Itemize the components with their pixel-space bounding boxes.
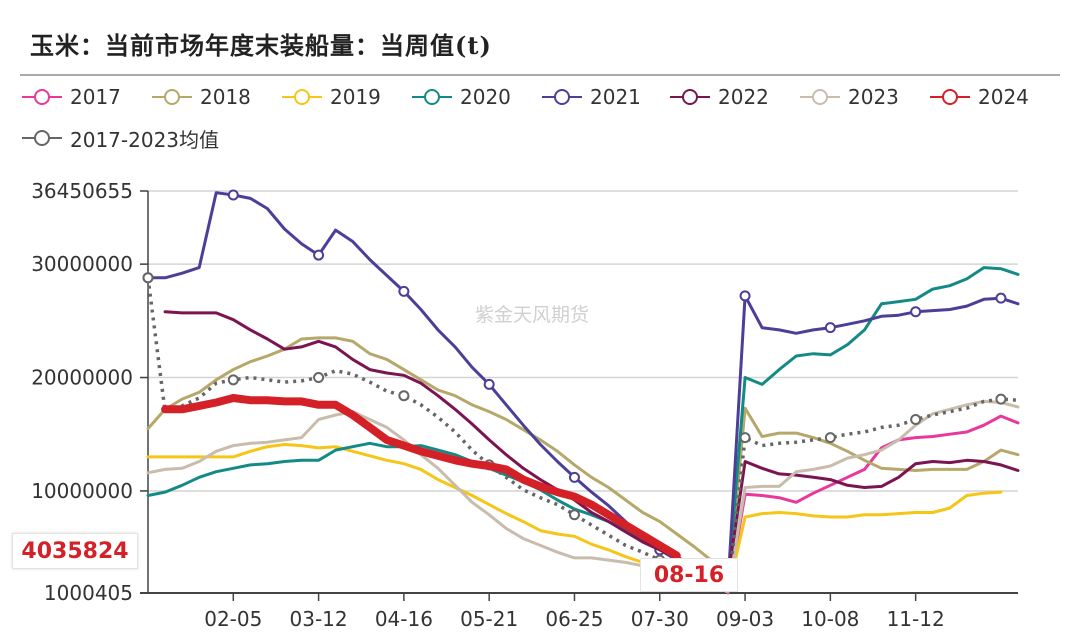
series-line-2020 xyxy=(146,266,1020,585)
data-point-marker xyxy=(910,414,922,426)
legend-line-circle-icon xyxy=(412,89,452,105)
legend-label: 2020 xyxy=(460,85,511,109)
data-point-marker xyxy=(910,306,922,318)
y-tick-label: 36450655 xyxy=(31,179,133,203)
legend-label: 2019 xyxy=(330,85,381,109)
legend-item-2017-2023均值[interactable]: 2017-2023均值 xyxy=(22,123,219,153)
series-line-2024 xyxy=(161,394,681,560)
legend-line-circle-icon xyxy=(670,89,710,105)
legend-label: 2022 xyxy=(718,85,769,109)
series-line-2021 xyxy=(146,191,1020,587)
data-point-marker xyxy=(739,432,751,444)
legend-item-2023[interactable]: 2023 xyxy=(800,82,899,112)
data-point-marker xyxy=(227,189,239,201)
legend-item-2020[interactable]: 2020 xyxy=(412,82,511,112)
data-point-marker xyxy=(142,272,154,284)
x-tick-label: 05-21 xyxy=(460,607,518,631)
data-point-marker xyxy=(568,471,580,483)
y-tick-label: 30000000 xyxy=(31,252,133,276)
data-point-marker xyxy=(398,285,410,297)
data-point-marker xyxy=(483,378,495,390)
legend-label: 2017 xyxy=(70,85,121,109)
title-divider xyxy=(20,74,1060,76)
legend-item-2017[interactable]: 2017 xyxy=(22,82,121,112)
x-axis-pointer-label: 08-16 xyxy=(640,558,738,592)
data-point-marker xyxy=(995,393,1007,405)
series-line-2022 xyxy=(163,310,1020,580)
legend-item-2018[interactable]: 2018 xyxy=(152,82,251,112)
legend-label: 2017-2023均值 xyxy=(70,127,220,152)
data-point-marker xyxy=(568,509,580,521)
legend-line-circle-icon xyxy=(930,89,970,105)
x-tick-label: 03-12 xyxy=(290,607,348,631)
legend-item-2024[interactable]: 2024 xyxy=(930,82,1029,112)
data-point-marker xyxy=(313,249,325,261)
legend-item-2022[interactable]: 2022 xyxy=(670,82,769,112)
legend-line-circle-icon xyxy=(800,89,840,105)
legend-item-2019[interactable]: 2019 xyxy=(282,82,381,112)
y-axis-pointer-label: 4035824 xyxy=(12,533,138,569)
series-line-2017-2023均值 xyxy=(146,277,1019,593)
data-point-marker xyxy=(824,322,836,334)
legend-line-circle-icon xyxy=(542,89,582,105)
series-line-2018 xyxy=(146,336,1020,593)
y-tick-label: 10000000 xyxy=(31,479,133,503)
series-line-2023 xyxy=(146,399,1020,594)
x-tick-label: 04-16 xyxy=(375,607,433,631)
legend-item-2021[interactable]: 2021 xyxy=(542,82,641,112)
data-point-marker xyxy=(995,292,1007,304)
legend-label: 2018 xyxy=(200,85,251,109)
data-point-marker xyxy=(227,374,239,386)
legend-line-circle-icon xyxy=(152,89,192,105)
series-line-2017 xyxy=(726,414,1020,595)
data-point-marker xyxy=(739,290,751,302)
x-tick-label: 07-30 xyxy=(631,607,689,631)
legend-line-circle-icon xyxy=(22,130,62,146)
x-tick-label: 11-12 xyxy=(887,607,945,631)
x-tick-label: 06-25 xyxy=(545,607,603,631)
legend-line-circle-icon xyxy=(22,89,62,105)
x-tick-label: 10-08 xyxy=(801,607,859,631)
x-tick-label: 02-05 xyxy=(204,607,262,631)
watermark: 紫金天风期货 xyxy=(475,304,590,326)
data-point-marker xyxy=(824,432,836,444)
y-tick-label: 20000000 xyxy=(31,366,133,390)
y-tick-label: 1000405 xyxy=(44,581,133,605)
legend-label: 2024 xyxy=(978,85,1029,109)
legend-label: 2023 xyxy=(848,85,899,109)
x-tick-label: 09-03 xyxy=(716,607,774,631)
data-point-marker xyxy=(313,372,325,384)
series-line-2019 xyxy=(146,443,1003,594)
chart-title: 玉米：当前市场年度末装船量：当周值(t) xyxy=(30,31,492,60)
data-point-marker xyxy=(398,390,410,402)
legend-label: 2021 xyxy=(590,85,641,109)
legend-line-circle-icon xyxy=(282,89,322,105)
